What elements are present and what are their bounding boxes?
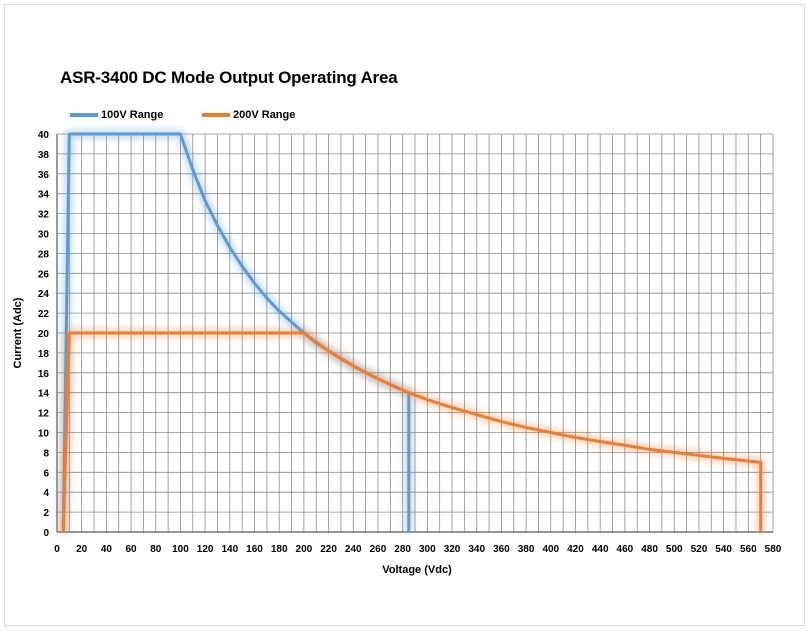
x-tick-label: 440	[592, 544, 609, 555]
grid-lines	[56, 133, 774, 533]
x-tick-label: 360	[493, 544, 510, 555]
y-tick-label: 2	[43, 508, 49, 519]
y-tick-label: 20	[38, 329, 50, 340]
y-tick-label: 12	[38, 409, 50, 420]
y-tick-label: 8	[43, 448, 49, 459]
x-tick-label: 480	[641, 544, 658, 555]
y-tick-label: 24	[38, 289, 50, 300]
x-tick-label: 580	[765, 544, 782, 555]
x-tick-label: 420	[567, 544, 584, 555]
y-tick-label: 32	[38, 210, 50, 221]
x-tick-label: 80	[150, 544, 162, 555]
x-tick-label: 280	[394, 544, 411, 555]
x-tick-label: 340	[468, 544, 485, 555]
x-tick-label: 240	[345, 544, 362, 555]
y-tick-label: 38	[38, 150, 50, 161]
y-tick-label: 16	[38, 369, 50, 380]
legend-label-200v: 200V Range	[233, 109, 296, 121]
x-tick-label: 540	[715, 544, 732, 555]
x-tick-label: 500	[666, 544, 683, 555]
y-tick-label: 10	[38, 429, 50, 440]
legend-swatch-200v	[202, 113, 230, 117]
x-tick-label: 60	[126, 544, 138, 555]
x-tick-label: 200	[296, 544, 313, 555]
y-tick-label: 40	[38, 130, 50, 141]
series-line-200v	[61, 331, 763, 533]
legend-item-200v: 200V Range	[202, 109, 295, 121]
x-tick-label: 20	[76, 544, 88, 555]
y-tick-label: 6	[43, 468, 49, 479]
x-tick-label: 180	[271, 544, 288, 555]
x-tick-label: 160	[246, 544, 263, 555]
x-tick-label: 100	[172, 544, 189, 555]
x-tick-label: 300	[419, 544, 436, 555]
y-tick-label: 18	[38, 349, 50, 360]
y-tick-label: 28	[38, 249, 50, 260]
x-tick-label: 140	[221, 544, 238, 555]
x-tick-label: 320	[444, 544, 461, 555]
x-tick-label: 0	[54, 544, 60, 555]
x-axis-label: Voltage (Vdc)	[382, 564, 452, 576]
x-tick-label: 560	[740, 544, 757, 555]
x-tick-label: 220	[320, 544, 337, 555]
chart-title: ASR-3400 DC Mode Output Operating Area	[60, 68, 398, 87]
y-tick-label: 34	[38, 190, 50, 201]
y-tick-label: 22	[38, 309, 50, 320]
y-tick-label: 26	[38, 269, 50, 280]
x-tick-label: 520	[691, 544, 708, 555]
series-layer	[58, 129, 766, 533]
x-tick-label: 380	[518, 544, 535, 555]
y-tick-label: 0	[43, 528, 49, 539]
legend-item-100v: 100V Range	[70, 109, 163, 121]
y-tick-label: 4	[43, 488, 49, 499]
y-tick-label: 30	[38, 230, 50, 241]
x-tick-label: 120	[197, 544, 214, 555]
legend-swatch-100v	[70, 113, 98, 117]
y-tick-label: 36	[38, 170, 50, 181]
x-tick-label: 400	[542, 544, 559, 555]
x-tick-label: 260	[370, 544, 387, 555]
legend-label-100v: 100V Range	[101, 109, 164, 121]
x-tick-label: 40	[101, 544, 113, 555]
tick-labels: 0 20 40 60 80 100 120 140 160 180 200 220 240 260 280 3…	[38, 130, 782, 555]
x-tick-label: 460	[617, 544, 634, 555]
y-tick-label: 14	[38, 389, 50, 400]
